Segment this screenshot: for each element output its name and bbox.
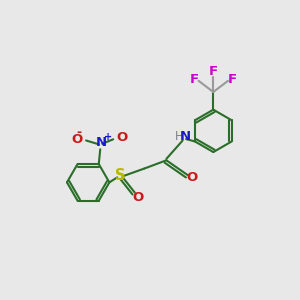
Text: H: H: [175, 130, 183, 143]
Text: O: O: [132, 191, 143, 204]
Text: +: +: [103, 132, 112, 142]
Text: O: O: [72, 133, 83, 146]
Text: S: S: [115, 168, 125, 183]
Text: O: O: [187, 171, 198, 184]
Text: F: F: [189, 73, 198, 86]
Text: F: F: [228, 73, 237, 86]
Text: O: O: [116, 131, 128, 144]
Text: -: -: [76, 126, 82, 139]
Text: F: F: [209, 65, 218, 78]
Text: N: N: [179, 130, 191, 143]
Text: N: N: [96, 136, 107, 149]
